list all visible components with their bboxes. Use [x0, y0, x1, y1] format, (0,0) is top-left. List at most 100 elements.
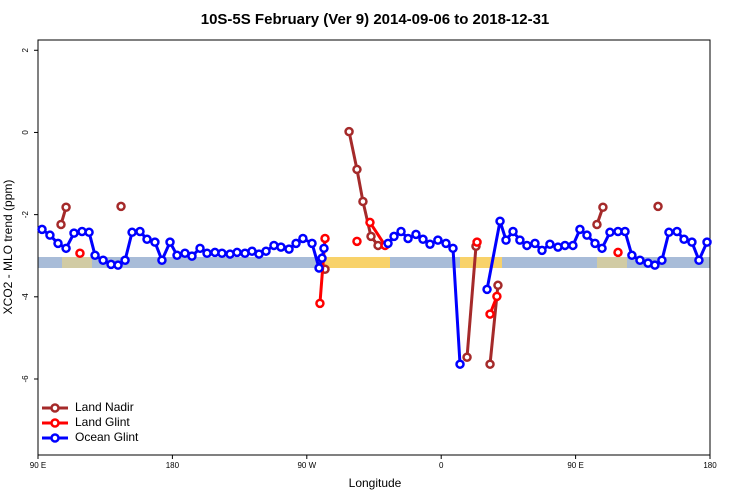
point	[411, 229, 421, 240]
point	[448, 243, 458, 254]
point	[613, 247, 623, 258]
point	[317, 253, 327, 263]
point	[150, 237, 160, 247]
point	[315, 298, 325, 309]
point	[653, 201, 663, 212]
legend-marker	[50, 403, 60, 413]
point	[90, 250, 100, 261]
series-line	[386, 229, 462, 365]
point	[157, 255, 167, 265]
point	[582, 230, 592, 240]
point	[493, 280, 503, 291]
chart-title: 10S-5S February (Ver 9) 2014-09-06 to 20…	[201, 11, 550, 28]
point	[61, 243, 71, 254]
point	[592, 219, 602, 230]
x-tick-label: 180	[703, 461, 717, 470]
point	[545, 239, 555, 249]
point	[45, 230, 55, 240]
series-line	[465, 246, 478, 358]
y-tick-label: -4	[21, 293, 30, 301]
map-strip	[38, 257, 710, 268]
point	[84, 227, 94, 238]
point	[702, 237, 712, 247]
point	[441, 238, 451, 249]
point	[620, 226, 630, 237]
point	[127, 227, 137, 238]
y-tick-label: -2	[21, 211, 30, 219]
point	[575, 224, 585, 235]
point	[455, 359, 465, 369]
point	[568, 240, 578, 251]
point	[403, 233, 413, 244]
point	[365, 217, 375, 228]
point	[605, 227, 615, 238]
legend-label: Ocean Glint	[75, 430, 139, 444]
point	[232, 247, 242, 258]
point	[284, 244, 294, 254]
point	[687, 237, 697, 247]
point	[537, 245, 547, 256]
y-tick-label: -6	[21, 375, 30, 383]
point	[344, 126, 354, 137]
point	[358, 196, 368, 207]
plot-frame	[37, 39, 711, 456]
point	[679, 234, 689, 245]
point	[298, 233, 308, 244]
point	[75, 248, 85, 259]
point	[320, 233, 330, 244]
x-tick-label: 180	[166, 461, 180, 470]
y-tick-label: 2	[21, 47, 30, 52]
legend-marker	[50, 418, 60, 428]
point	[396, 226, 406, 237]
point	[217, 248, 227, 259]
point	[515, 235, 525, 245]
point	[472, 237, 482, 247]
legend-marker	[50, 433, 60, 443]
point	[598, 202, 608, 212]
point	[597, 243, 607, 254]
point	[69, 228, 79, 238]
point	[187, 251, 197, 261]
y-axis-label: XCO2 - MLO trend (ppm)	[1, 180, 15, 315]
point	[485, 359, 495, 369]
point	[53, 238, 63, 249]
point	[635, 255, 645, 265]
point	[672, 226, 682, 237]
point	[433, 235, 443, 245]
point	[389, 231, 399, 242]
point	[195, 243, 205, 254]
point	[319, 243, 329, 254]
x-tick-label: 90 E	[30, 461, 46, 470]
point	[383, 238, 393, 249]
point	[425, 239, 435, 249]
point	[664, 227, 674, 238]
point	[98, 255, 108, 265]
x-tick-label: 90 E	[567, 461, 583, 470]
point	[501, 235, 511, 245]
point	[627, 250, 637, 261]
point	[307, 238, 317, 249]
point	[202, 248, 212, 259]
point	[485, 309, 495, 319]
point	[482, 284, 492, 295]
point	[366, 231, 376, 242]
point	[418, 234, 428, 245]
point	[56, 219, 66, 230]
x-axis-label: Longitude	[349, 476, 402, 490]
point	[522, 240, 532, 251]
point	[495, 216, 505, 226]
point	[508, 226, 518, 237]
point	[657, 255, 667, 265]
point	[560, 240, 570, 251]
point	[492, 291, 502, 302]
point	[113, 260, 123, 270]
point	[291, 238, 301, 249]
legend-label: Land Nadir	[75, 400, 134, 414]
point	[142, 234, 152, 245]
point	[276, 242, 286, 252]
point	[261, 246, 271, 256]
point	[530, 238, 540, 249]
point	[694, 255, 704, 265]
point	[590, 238, 600, 249]
